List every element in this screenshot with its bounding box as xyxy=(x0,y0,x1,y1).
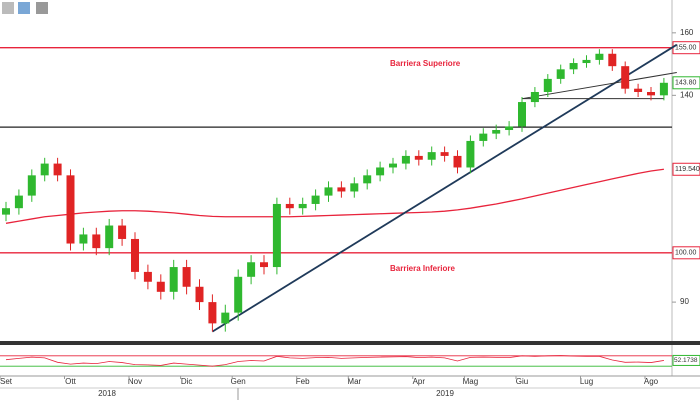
candle-body xyxy=(582,59,591,64)
candle-body xyxy=(569,63,578,70)
candle-body xyxy=(350,183,359,192)
annotation: Barriera Superiore xyxy=(390,59,461,68)
candle-body xyxy=(27,175,36,196)
tool-icon[interactable] xyxy=(2,2,14,14)
tool-icon[interactable] xyxy=(36,2,48,14)
candle-body xyxy=(376,167,385,176)
candle-body xyxy=(608,53,617,67)
level-label: 100.00 xyxy=(675,250,697,257)
candle-body xyxy=(143,271,152,282)
x-tick-label: Apr xyxy=(413,377,426,386)
level-label-box xyxy=(672,246,700,260)
x-tick-label: Nov xyxy=(128,377,142,386)
candle-body xyxy=(337,187,346,192)
candle-body xyxy=(79,234,88,244)
candle-body xyxy=(311,195,320,204)
candle-body xyxy=(66,175,75,244)
candle-body xyxy=(118,225,127,239)
candle-body xyxy=(479,133,488,141)
y-tick-label: 90 xyxy=(680,297,689,306)
candle-body xyxy=(518,102,526,127)
trendline xyxy=(211,43,678,333)
candle-body xyxy=(427,152,436,160)
candle-body xyxy=(221,312,230,324)
candle-body xyxy=(260,262,268,268)
candle-body xyxy=(92,234,101,249)
candle-body xyxy=(208,302,217,324)
candle-body xyxy=(440,152,449,156)
candle-body xyxy=(247,262,256,277)
candle-body xyxy=(414,155,423,160)
candle-body xyxy=(634,88,643,92)
level-label: 155.00 xyxy=(675,45,697,52)
x-tick-label: Ott xyxy=(65,377,76,386)
y-tick-label: 140 xyxy=(680,90,694,99)
candle-body xyxy=(363,175,372,184)
x-tick-label: Mag xyxy=(463,377,479,386)
x-tick-label: Dic xyxy=(181,377,193,386)
x-tick-label: Feb xyxy=(296,377,310,386)
candle-body xyxy=(105,225,114,249)
candle-body xyxy=(285,203,294,209)
rsi-label: 52.1738 xyxy=(674,357,698,364)
candle-body xyxy=(324,187,333,196)
x-tick-label: Lug xyxy=(580,377,593,386)
annotation: Barriera Inferiore xyxy=(390,264,455,273)
x-tick-label: Giu xyxy=(516,377,528,386)
candle-body xyxy=(156,281,165,292)
candle-body xyxy=(621,66,630,89)
candle-body xyxy=(2,208,10,215)
year-label: 2019 xyxy=(436,389,454,398)
candle-body xyxy=(505,126,514,131)
candle-body xyxy=(595,53,604,60)
candle-body xyxy=(453,155,462,168)
candle-body xyxy=(401,155,410,164)
toolbar xyxy=(2,2,48,14)
candle-body xyxy=(182,267,191,287)
tool-icon[interactable] xyxy=(18,2,30,14)
candle-body xyxy=(272,203,281,268)
candle-body xyxy=(53,163,62,176)
ma-label-box xyxy=(672,162,700,176)
x-tick-label: Ago xyxy=(644,377,659,386)
candle-body xyxy=(389,163,397,168)
y-tick-label: 160 xyxy=(680,28,694,37)
candle-body xyxy=(492,130,501,134)
candle-body xyxy=(556,69,565,79)
candle-body xyxy=(131,238,139,272)
last-price-label: 143.80 xyxy=(675,80,697,87)
rsi-line xyxy=(5,355,664,367)
moving-average xyxy=(5,168,664,224)
rsi-label-box xyxy=(672,354,700,366)
x-tick-label: Gen xyxy=(231,377,246,386)
candle-body xyxy=(195,286,204,303)
candle-body xyxy=(298,203,307,209)
candle-body xyxy=(40,163,49,176)
panel-separator xyxy=(0,341,700,345)
candle-body xyxy=(647,91,655,96)
x-tick-label: Set xyxy=(0,377,13,386)
candle-body xyxy=(169,267,178,292)
last-price-label-box xyxy=(672,76,700,90)
x-tick-label: Mar xyxy=(347,377,361,386)
ma-label: 119.5409 xyxy=(675,166,700,173)
candle-body xyxy=(543,78,552,92)
candle-body xyxy=(14,195,23,209)
candle-body xyxy=(659,82,668,96)
candle-body xyxy=(234,276,243,313)
candle-body xyxy=(466,140,475,168)
candle-body xyxy=(530,91,539,103)
year-label: 2018 xyxy=(98,389,116,398)
